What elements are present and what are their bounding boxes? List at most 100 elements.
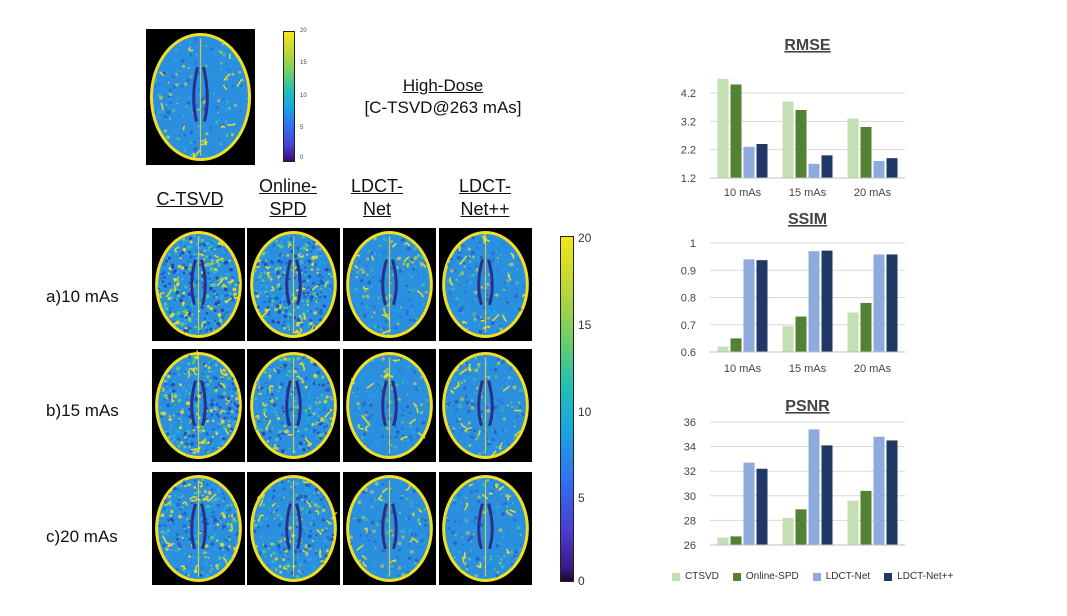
brain-image-graphic — [346, 352, 433, 459]
bar-ldct-net — [743, 146, 755, 178]
high-dose-title-line2: [C-TSVD@263 mAs] — [364, 98, 522, 117]
y-tick-label: 36 — [684, 417, 696, 429]
column-header-line1: LDCT- — [350, 176, 403, 196]
legend-item-online-spd: Online-SPD — [732, 571, 799, 582]
y-tick-label: 4.2 — [681, 88, 696, 100]
legend-swatch — [884, 572, 893, 581]
main-colorbar-tick: 0 — [578, 574, 585, 588]
bar-ctsvd — [782, 517, 794, 545]
brain-image-ldct-net-row-1 — [343, 228, 436, 341]
bar-ldct-net — [743, 462, 755, 545]
y-tick-label: 26 — [684, 540, 696, 552]
chart-title: RMSE — [784, 37, 831, 54]
brain-image-ldct-net-plus-row-1 — [439, 228, 532, 341]
brain-image-online-spd-row-3 — [247, 472, 340, 585]
bar-ctsvd — [782, 326, 794, 352]
high-dose-colorbar — [283, 31, 295, 162]
bar-online-spd — [860, 302, 872, 352]
bar-ldct-net- — [756, 468, 768, 545]
bar-ldct-net- — [886, 158, 898, 178]
high-dose-title: High-Dose [C-TSVD@263 mAs] — [323, 75, 563, 119]
bar-ldct-net — [743, 259, 755, 352]
main-colorbar-tick: 5 — [578, 491, 585, 505]
legend-swatch — [732, 572, 741, 581]
y-tick-label: 0.7 — [681, 320, 696, 332]
bar-ldct-net — [808, 163, 820, 178]
chart-title: SSIM — [788, 211, 827, 228]
brain-image-ldct-net-plus-row-3 — [439, 472, 532, 585]
brain-image-graphic — [442, 352, 529, 459]
column-header-ctsvd: C-TSVD — [140, 188, 240, 211]
brain-image-graphic — [442, 231, 529, 338]
bar-online-spd — [730, 84, 742, 178]
brain-image-graphic — [250, 352, 337, 459]
column-header-line2: Net — [362, 199, 391, 219]
x-category-label: 20 mAs — [854, 363, 892, 375]
legend-label: Online-SPD — [745, 571, 799, 582]
row-label-15mas: b)15 mAs — [46, 401, 119, 420]
bar-ctsvd — [717, 78, 729, 178]
high-dose-brain-image — [146, 29, 255, 165]
bar-ldct-net- — [886, 254, 898, 352]
brain-image-ldct-net-row-3 — [343, 472, 436, 585]
brain-image-ctsvd-row-1 — [152, 228, 245, 341]
bar-ldct-net- — [756, 144, 768, 178]
y-tick-label: 0.6 — [681, 347, 696, 359]
row-label-20mas: c)20 mAs — [46, 527, 118, 546]
y-tick-label: 1.2 — [681, 173, 696, 185]
brain-image-ldct-net-row-2 — [343, 349, 436, 462]
brain-image-graphic — [346, 475, 433, 582]
legend-label: CTSVD — [685, 571, 719, 582]
bar-online-spd — [795, 509, 807, 545]
brain-image-ctsvd-row-2 — [152, 349, 245, 462]
main-colorbar-tick: 20 — [578, 231, 592, 245]
legend-swatch — [812, 572, 821, 581]
y-tick-label: 34 — [684, 442, 696, 454]
bar-ldct-net- — [886, 440, 898, 545]
brain-image-graphic — [155, 350, 242, 459]
bar-ldct-net- — [821, 250, 833, 352]
brain-image-ldct-net-plus-row-2 — [439, 349, 532, 462]
bar-ldct-net — [873, 161, 885, 178]
column-header-line1: C-TSVD — [156, 189, 224, 209]
y-tick-label: 32 — [684, 466, 696, 478]
bar-ldct-net- — [756, 260, 768, 352]
y-tick-label: 0.8 — [681, 293, 696, 305]
metrics-charts: RMSE 1.2 2.2 3.2 4.2 10 mAs 15 mAs 20 mAs SSIM 0.… — [681, 37, 905, 552]
bar-ldct-net- — [821, 445, 833, 545]
bar-online-spd — [860, 127, 872, 178]
brain-image-graphic — [442, 475, 529, 582]
brain-image-graphic — [155, 231, 242, 338]
legend-label: LDCT-Net — [825, 571, 871, 582]
y-tick-label: 30 — [684, 491, 696, 503]
row-label-10mas: a)10 mAs — [46, 287, 119, 306]
brain-image-online-spd-row-2 — [247, 349, 340, 462]
small-colorbar-tick: 0 — [300, 155, 304, 161]
small-colorbar-tick: 10 — [300, 93, 307, 99]
small-colorbar-tick: 20 — [300, 28, 307, 34]
small-colorbar-tick: 5 — [300, 125, 304, 131]
legend-item-ldct-net-plus: LDCT-Net++ — [884, 571, 953, 582]
bar-ldct-net — [873, 436, 885, 545]
column-header-line1: Online- — [258, 176, 318, 196]
brain-image-graphic — [250, 475, 338, 582]
x-category-label: 10 mAs — [724, 363, 762, 375]
x-category-label: 15 mAs — [789, 187, 827, 199]
bar-online-spd — [730, 338, 742, 352]
bar-ldct-net — [808, 251, 820, 352]
chart-title: PSNR — [785, 398, 830, 415]
legend-swatch — [672, 572, 680, 581]
bar-online-spd — [795, 110, 807, 178]
x-category-label: 20 mAs — [854, 187, 892, 199]
legend-label: LDCT-Net++ — [897, 571, 954, 582]
column-header-online-spd: Online- SPD — [238, 175, 338, 221]
high-dose-title-line1: High-Dose — [402, 76, 484, 95]
brain-image-graphic — [155, 475, 242, 582]
bar-ldct-net — [808, 429, 820, 545]
chart-legend: CTSVD Online-SPD LDCT-Net LDCT-Net++ — [672, 571, 953, 582]
column-header-ldct-net-plus: LDCT- Net++ — [435, 175, 535, 221]
y-tick-label: 2.2 — [681, 145, 696, 157]
bar-online-spd — [730, 536, 742, 545]
brain-image-ctsvd-row-3 — [152, 472, 245, 585]
column-header-line2: Net++ — [460, 199, 510, 219]
